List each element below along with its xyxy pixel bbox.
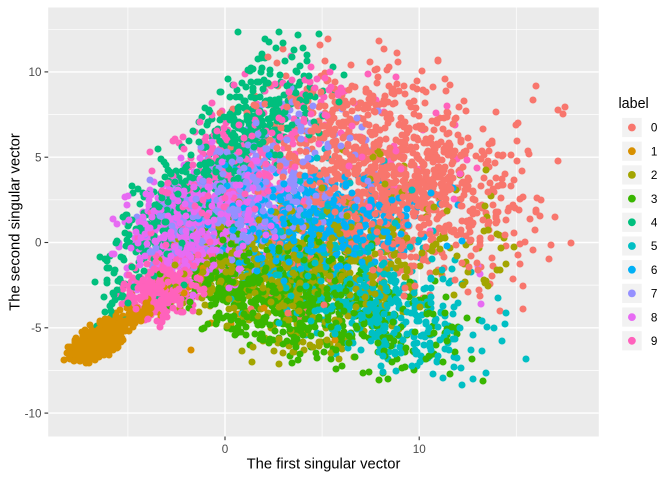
svg-text:5: 5 [651,240,658,253]
svg-text:5: 5 [35,151,42,164]
svg-text:10: 10 [28,66,42,79]
svg-text:7: 7 [651,288,658,301]
svg-text:label: label [619,96,649,112]
svg-text:10: 10 [413,443,427,456]
svg-text:-10: -10 [25,407,42,420]
svg-text:8: 8 [651,311,658,324]
svg-text:1: 1 [651,145,658,158]
svg-text:3: 3 [651,193,658,206]
svg-text:0: 0 [35,237,42,250]
svg-text:The first singular vector: The first singular vector [247,456,401,472]
svg-text:4: 4 [651,217,658,230]
svg-text:The second singular vector: The second singular vector [8,133,24,311]
svg-text:9: 9 [651,335,658,348]
svg-text:0: 0 [651,122,658,135]
svg-text:2: 2 [651,169,658,182]
svg-text:0: 0 [222,443,229,456]
svg-text:6: 6 [651,264,658,277]
svg-text:-5: -5 [31,322,42,335]
